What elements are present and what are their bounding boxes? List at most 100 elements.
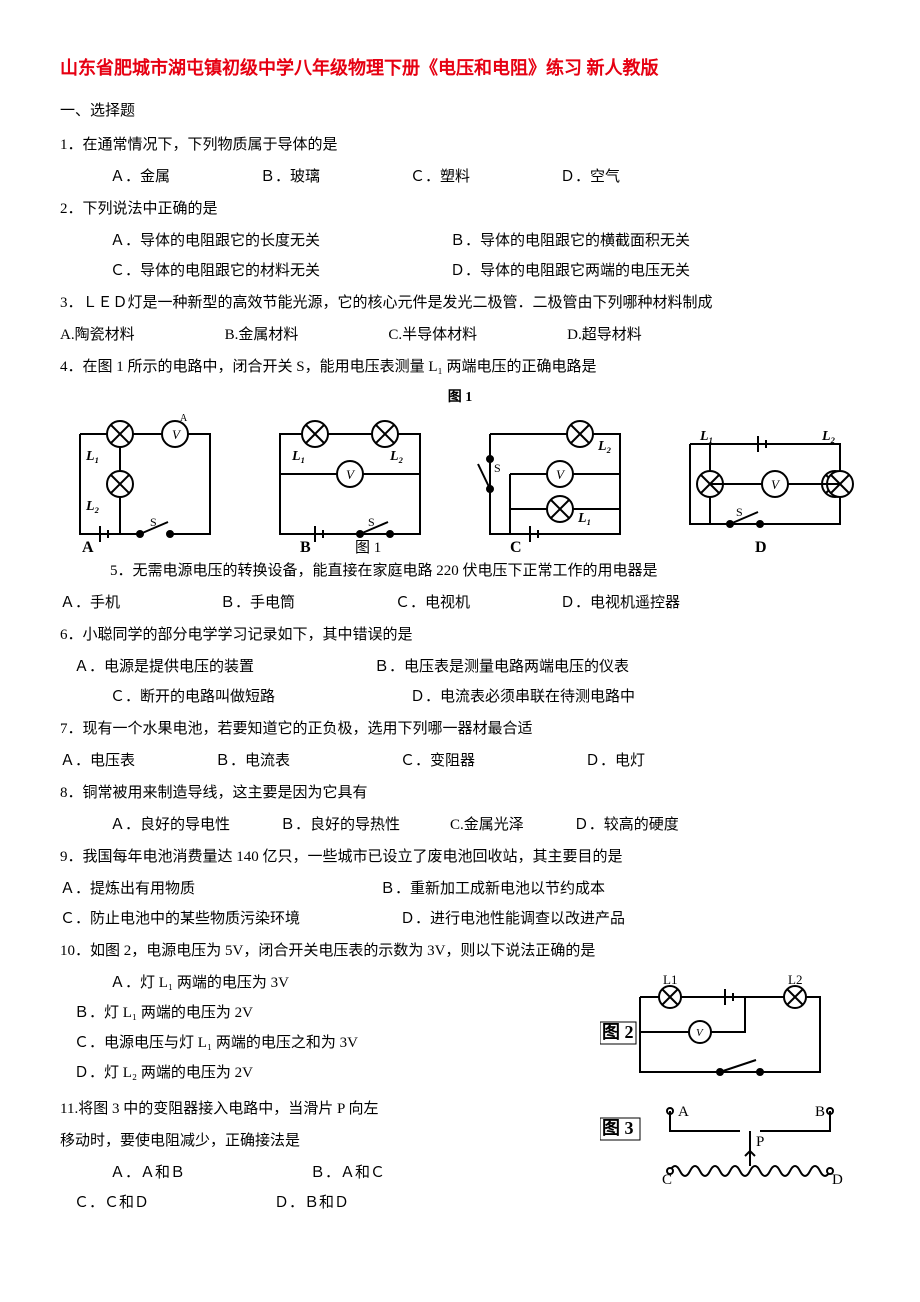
- svg-text:P: P: [756, 1134, 764, 1150]
- svg-text:B: B: [300, 539, 311, 554]
- q4-circuit-a: V L₁ L₂ S A A: [60, 414, 230, 554]
- q6-opt-b: Ｂ．电压表是测量电路两端电压的仪表: [374, 652, 629, 682]
- q3-opt-d: D.超导材料: [567, 320, 642, 350]
- q11-opt-b: Ｂ．Ａ和Ｃ: [310, 1158, 385, 1188]
- q1-opt-c: Ｃ．塑料: [410, 162, 470, 192]
- svg-text:L₂: L₂: [821, 429, 836, 444]
- svg-text:L1: L1: [663, 972, 677, 987]
- q3-opt-b: B.金属材料: [225, 320, 299, 350]
- q6-opt-d: Ｄ．电流表必须串联在待测电路中: [410, 682, 635, 712]
- q2-options: Ａ．导体的电阻跟它的长度无关 Ｂ．导体的电阻跟它的横截面积无关 Ｃ．导体的电阻跟…: [60, 226, 860, 286]
- svg-text:B: B: [815, 1104, 825, 1120]
- q7-opt-d: Ｄ．电灯: [585, 746, 645, 776]
- q10-opt-d: Ｄ．灯 L₂ 两端的电压为 2V: [74, 1058, 590, 1088]
- q9-opt-d: Ｄ．进行电池性能调查以改进产品: [400, 904, 625, 934]
- svg-text:C: C: [662, 1172, 672, 1186]
- q4-figure-row: V L₁ L₂ S A A: [60, 414, 860, 554]
- svg-text:S: S: [368, 515, 375, 529]
- q5-opt-c: Ｃ．电视机: [395, 588, 470, 618]
- q11-opt-d: Ｄ．Ｂ和Ｄ: [274, 1188, 349, 1218]
- q11-stem-2: 移动时，要使电阻减少，正确接法是: [60, 1126, 590, 1156]
- q2-opt-b: Ｂ．导体的电阻跟它的横截面积无关: [450, 226, 690, 256]
- q11-row: 11.将图 3 中的变阻器接入电路中，当滑片 P 向左 移动时，要使电阻减少，正…: [60, 1092, 860, 1218]
- q5-opt-b: Ｂ．手电筒: [220, 588, 295, 618]
- q9-opt-c: Ｃ．防止电池中的某些物质污染环境: [60, 904, 380, 934]
- q10-opt-a: Ａ．灯 L₁ 两端的电压为 3V: [110, 968, 590, 998]
- q2-opt-d: Ｄ．导体的电阻跟它两端的电压无关: [450, 256, 690, 286]
- svg-text:L₁: L₁: [699, 429, 713, 444]
- q10-stem: 10．如图 2，电源电压为 5V，闭合开关电压表的示数为 3V，则以下说法正确的…: [60, 936, 860, 966]
- q6-opt-c: Ｃ．断开的电路叫做短路: [110, 682, 410, 712]
- q11-stem-1: 11.将图 3 中的变阻器接入电路中，当滑片 P 向左: [60, 1094, 590, 1124]
- q10-row: Ａ．灯 L₁ 两端的电压为 3V Ｂ．灯 L₁ 两端的电压为 2V Ｃ．电源电压…: [60, 968, 860, 1092]
- q9-stem: 9．我国每年电池消费量达 140 亿只，一些城市已设立了废电池回收站，其主要目的…: [60, 842, 860, 872]
- q2-stem: 2．下列说法中正确的是: [60, 194, 860, 224]
- svg-text:A: A: [678, 1104, 689, 1120]
- circuit-a-svg: V L₁ L₂ S A A: [60, 414, 230, 554]
- q10-figure: L1 L2 V 图 2: [600, 972, 850, 1092]
- q7-opt-b: Ｂ．电流表: [215, 746, 290, 776]
- q4-over-caption: 图 1: [60, 384, 860, 412]
- q5-stem: 5．无需电源电压的转换设备，能直接在家庭电路 220 伏电压下正常工作的用电器是: [110, 556, 860, 586]
- q9-options: Ａ．提炼出有用物质 Ｂ．重新加工成新电池以节约成本 Ｃ．防止电池中的某些物质污染…: [60, 874, 860, 934]
- section-heading: 一、选择题: [60, 96, 860, 126]
- q2-opt-a: Ａ．导体的电阻跟它的长度无关: [110, 226, 450, 256]
- q11-opt-c: Ｃ．Ｃ和Ｄ: [74, 1188, 274, 1218]
- q3-opt-a: A.陶瓷材料: [60, 320, 135, 350]
- q5-options: Ａ．手机 Ｂ．手电筒 Ｃ．电视机 Ｄ．电视机遥控器: [60, 588, 860, 618]
- q3-opt-c: C.半导体材料: [388, 320, 477, 350]
- svg-text:L₁: L₁: [577, 511, 591, 526]
- svg-text:S: S: [494, 461, 501, 475]
- q7-opt-a: Ａ．电压表: [60, 746, 135, 776]
- svg-text:图 2: 图 2: [602, 1022, 634, 1042]
- q8-opt-a: Ａ．良好的导电性: [110, 810, 230, 840]
- q8-options: Ａ．良好的导电性 Ｂ．良好的导热性 C.金属光泽 Ｄ．较高的硬度: [110, 810, 860, 840]
- svg-text:C: C: [510, 539, 522, 554]
- q4-circuit-c: V L₁ L₂ S C: [470, 414, 640, 554]
- q6-stem: 6．小聪同学的部分电学学习记录如下，其中错误的是: [60, 620, 860, 650]
- q10-opt-c: Ｃ．电源电压与灯 L₁ 两端的电压之和为 3V: [74, 1028, 590, 1058]
- svg-text:D: D: [755, 539, 767, 554]
- circuit-b-svg: V L₁ L₂ S B 图 1: [260, 414, 440, 554]
- q1-options: Ａ．金属 Ｂ．玻璃 Ｃ．塑料 Ｄ．空气: [110, 162, 860, 192]
- svg-text:A: A: [180, 414, 188, 424]
- svg-text:S: S: [150, 515, 157, 529]
- q7-opt-c: Ｃ．变阻器: [400, 746, 475, 776]
- q9-opt-b: Ｂ．重新加工成新电池以节约成本: [380, 874, 605, 904]
- q11-opt-a: Ａ．Ａ和Ｂ: [110, 1158, 310, 1188]
- q3-options: A.陶瓷材料 B.金属材料 C.半导体材料 D.超导材料: [60, 320, 860, 350]
- q2-opt-c: Ｃ．导体的电阻跟它的材料无关: [110, 256, 450, 286]
- q7-stem: 7．现有一个水果电池，若要知道它的正负极，选用下列哪一器材最合适: [60, 714, 860, 744]
- q8-opt-b: Ｂ．良好的导热性: [280, 810, 400, 840]
- q10-opt-b: Ｂ．灯 L₁ 两端的电压为 2V: [74, 998, 590, 1028]
- q6-options: Ａ．电源是提供电压的装置 Ｂ．电压表是测量电路两端电压的仪表 Ｃ．断开的电路叫做…: [60, 652, 860, 712]
- q8-opt-c: C.金属光泽: [450, 810, 524, 840]
- q1-opt-d: Ｄ．空气: [560, 162, 620, 192]
- q4-stem: 4．在图 1 所示的电路中，闭合开关 S，能用电压表测量 L₁ 两端电压的正确电…: [60, 352, 860, 382]
- page-title: 山东省肥城市湖屯镇初级中学八年级物理下册《电压和电阻》练习 新人教版: [60, 50, 860, 86]
- svg-text:L2: L2: [788, 972, 802, 987]
- q8-opt-d: Ｄ．较高的硬度: [574, 810, 679, 840]
- svg-text:S: S: [736, 505, 743, 519]
- q1-stem: 1．在通常情况下，下列物质属于导体的是: [60, 130, 860, 160]
- q4-circuit-b: V L₁ L₂ S B 图 1: [260, 414, 440, 554]
- q5-opt-a: Ａ．手机: [60, 588, 120, 618]
- q11-figure: 图 3 A B C D P: [600, 1096, 860, 1186]
- q7-options: Ａ．电压表 Ｂ．电流表 Ｃ．变阻器 Ｄ．电灯: [60, 746, 860, 776]
- svg-text:A: A: [82, 539, 94, 554]
- q8-stem: 8．铜常被用来制造导线，这主要是因为它具有: [60, 778, 860, 808]
- svg-text:L₁: L₁: [85, 449, 99, 464]
- svg-text:L₂: L₂: [85, 499, 100, 514]
- circuit-c-svg: V L₁ L₂ S C: [470, 414, 640, 554]
- q1-opt-b: Ｂ．玻璃: [260, 162, 320, 192]
- svg-text:L₂: L₂: [597, 439, 612, 454]
- q6-opt-a: Ａ．电源是提供电压的装置: [74, 652, 374, 682]
- q3-stem: 3．ＬＥＤ灯是一种新型的高效节能光源，它的核心元件是发光二极管．二极管由下列哪种…: [60, 288, 860, 318]
- q4-circuit-d: V L₁ L₂ S D: [670, 414, 860, 554]
- svg-text:图 1: 图 1: [355, 539, 381, 554]
- circuit-d-svg: V L₁ L₂ S D: [670, 414, 860, 554]
- q5-opt-d: Ｄ．电视机遥控器: [560, 588, 680, 618]
- q1-opt-a: Ａ．金属: [110, 162, 170, 192]
- q9-opt-a: Ａ．提炼出有用物质: [60, 874, 380, 904]
- svg-text:图 3: 图 3: [602, 1118, 634, 1138]
